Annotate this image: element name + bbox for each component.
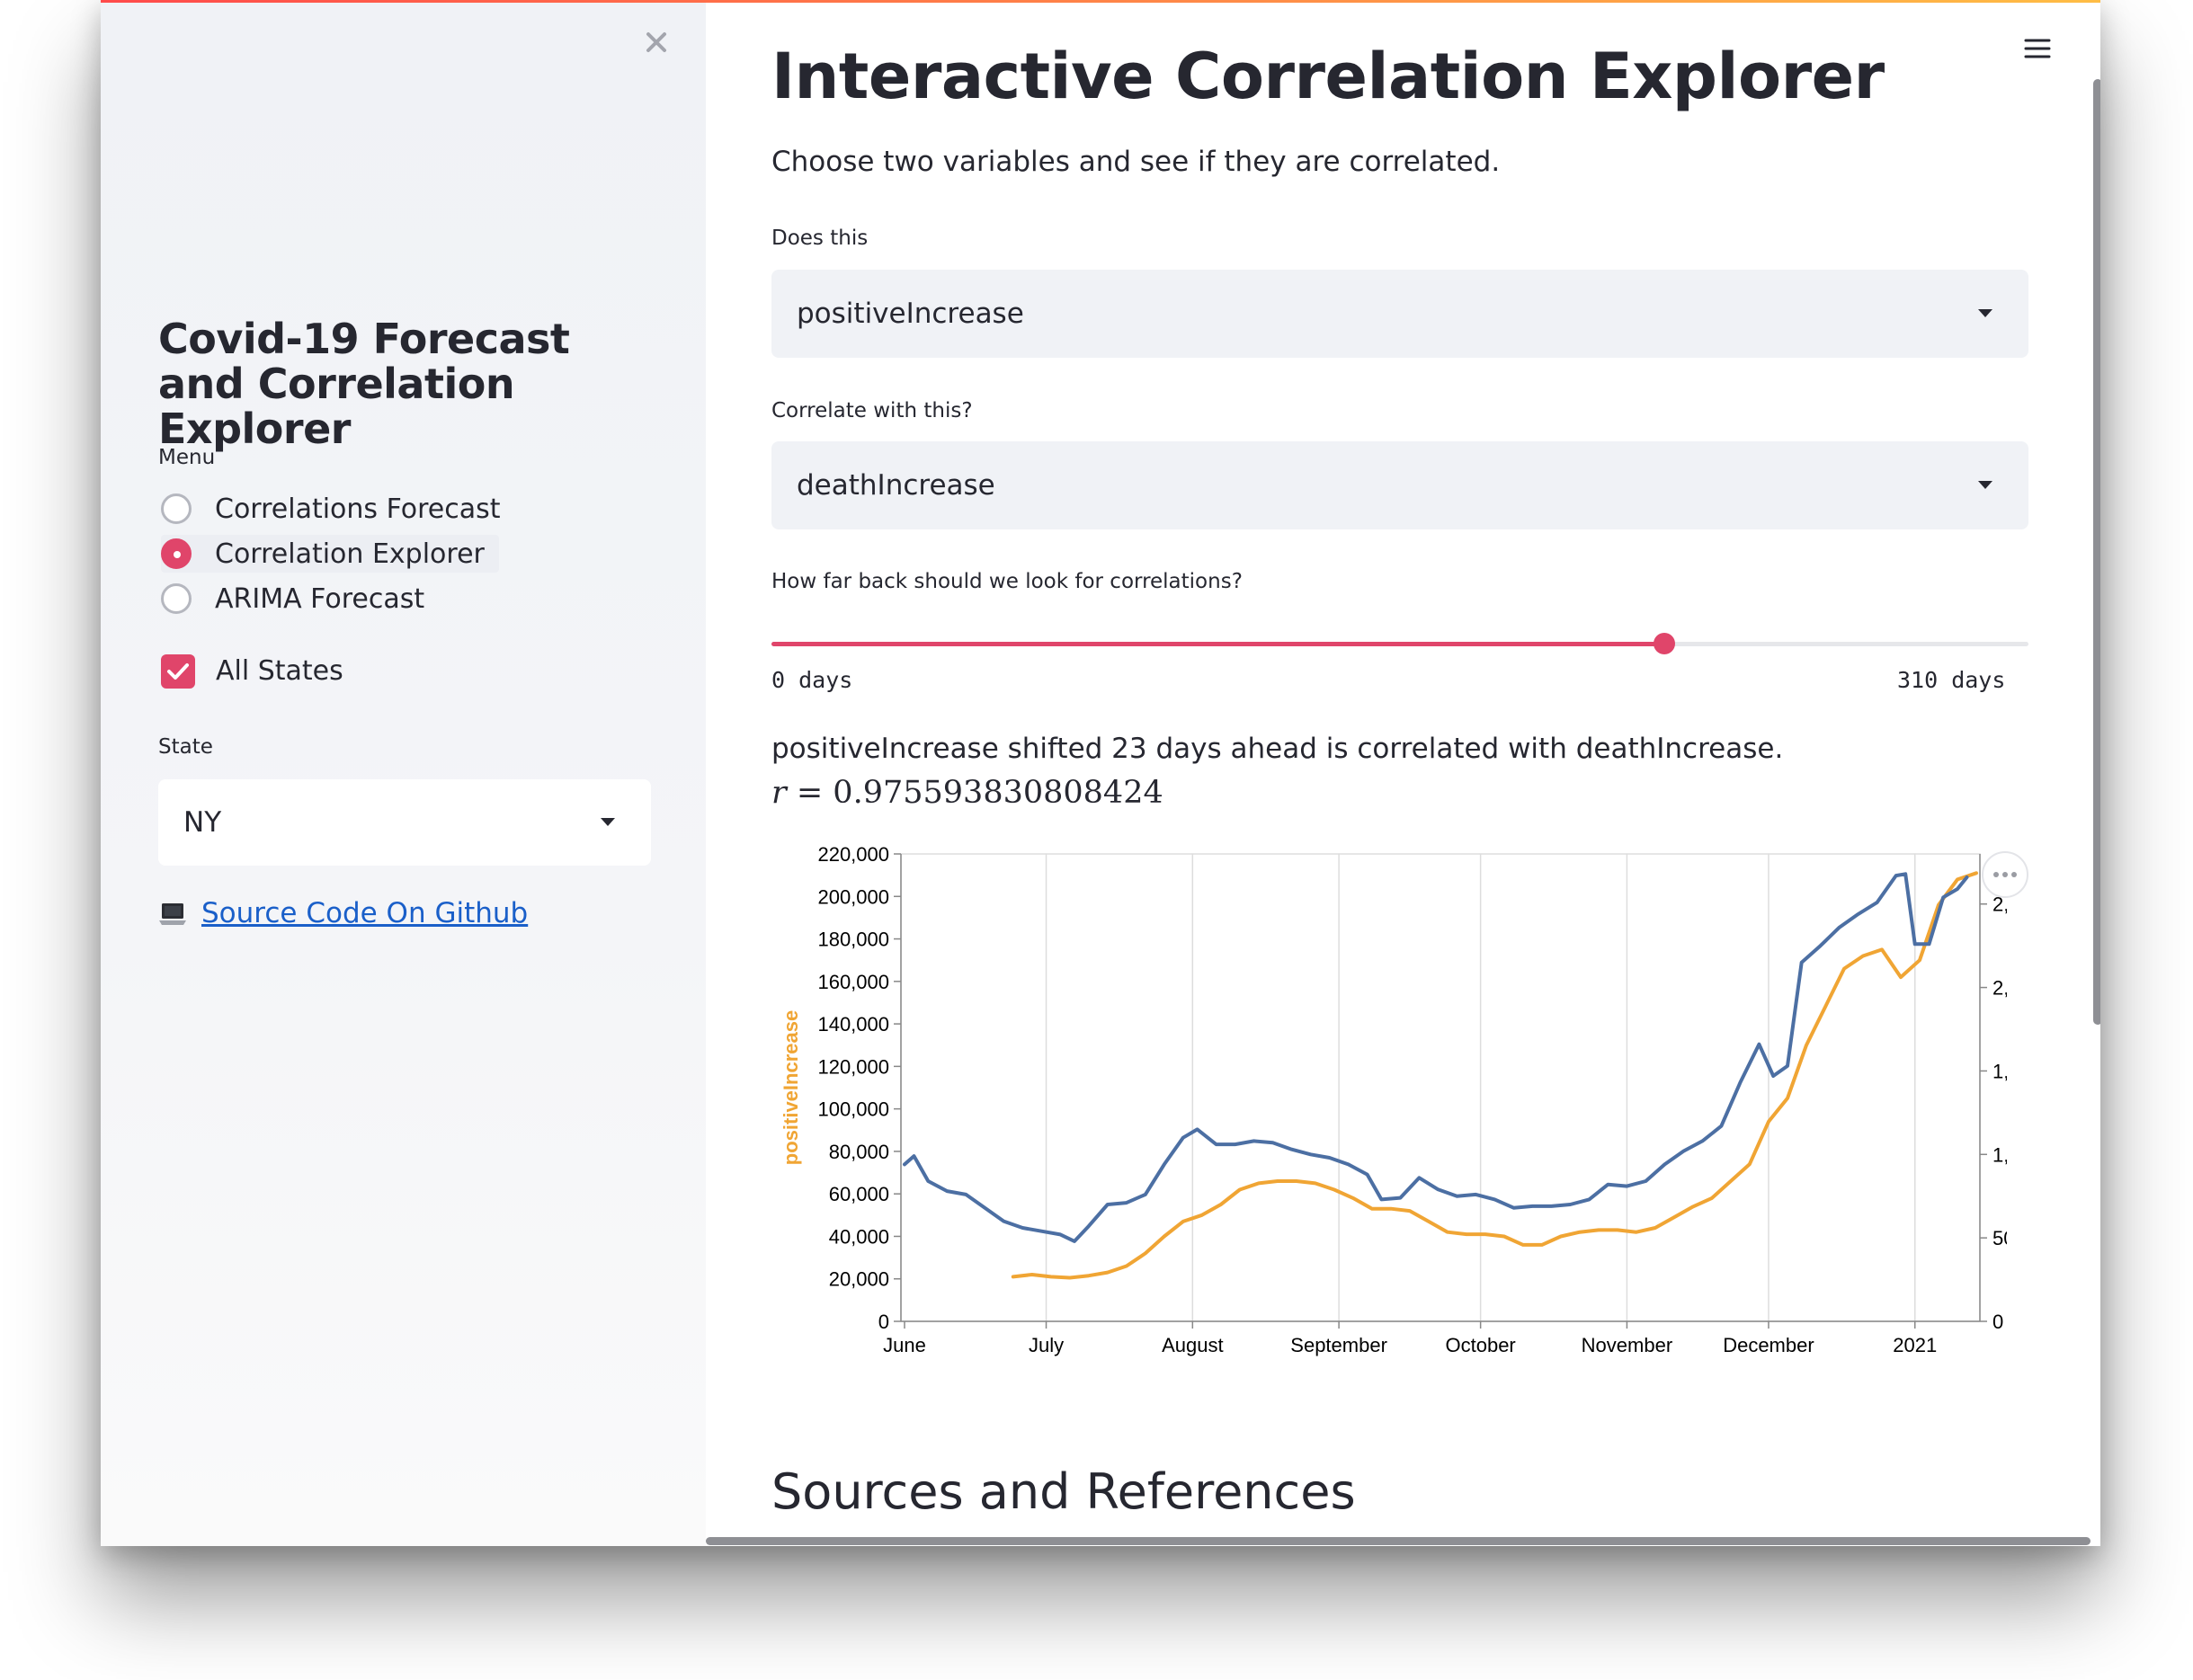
y-right-tick-label: 2,000 [1992, 977, 2007, 1000]
r-symbol: r [771, 775, 787, 811]
y-right-tick-label: 2,500 [1992, 893, 2007, 916]
x-tick-label: October [1446, 1334, 1516, 1356]
radio-label: ARIMA Forecast [215, 582, 425, 615]
x-tick-label: December [1723, 1334, 1814, 1356]
variable1-select[interactable]: positiveIncrease [771, 270, 2028, 358]
variable2-select-value: deathIncrease [797, 469, 995, 502]
y-left-tick-label: 0 [878, 1311, 889, 1333]
slider-fill [771, 642, 1664, 646]
slider-max-label: 310 days [1897, 667, 2006, 693]
more-horizontal-icon[interactable] [1980, 849, 2030, 900]
y-left-tick-label: 120,000 [817, 1055, 889, 1078]
series-line-positiveIncrease [1011, 871, 1978, 1280]
app-window: Covid-19 Forecast and Correlation Explor… [101, 0, 2100, 1546]
state-label: State [158, 735, 213, 759]
radio-label: Correlations Forecast [215, 493, 501, 525]
y-left-axis-label: positiveIncrease [780, 1010, 802, 1165]
hamburger-icon[interactable] [2021, 32, 2054, 65]
y-left-tick-label: 160,000 [817, 971, 889, 993]
radio-button-selected[interactable] [161, 538, 192, 569]
vertical-scrollbar[interactable] [2093, 79, 2100, 1025]
section-title-sources: Sources and References [771, 1463, 1356, 1520]
radio-label: Correlation Explorer [215, 538, 485, 570]
series-line-deathIncrease [903, 872, 1969, 1243]
y-left-tick-label: 200,000 [817, 885, 889, 908]
y-right-tick-label: 0 [1992, 1311, 2003, 1333]
variable1-label: Does this [771, 227, 869, 250]
y-left-tick-label: 220,000 [817, 843, 889, 866]
correlation-coefficient: r = 0.975593830808424 [771, 775, 1163, 811]
y-left-tick-label: 180,000 [817, 929, 889, 951]
correlation-chart: June July August September October November De… [780, 843, 2007, 1356]
x-tick-label: June [883, 1334, 926, 1356]
all-states-checkbox[interactable] [161, 654, 195, 689]
correlation-result-text: positiveIncrease shifted 23 days ahead i… [771, 733, 1784, 765]
caret-down-icon [1978, 309, 1992, 317]
laptop-icon [159, 903, 186, 925]
page-title: Interactive Correlation Explorer [771, 40, 1885, 113]
radio-arima-forecast[interactable]: ARIMA Forecast [161, 580, 424, 618]
page-subtitle: Choose two variables and see if they are… [771, 146, 1501, 178]
state-select-value: NY [183, 806, 222, 839]
x-tick-label: November [1582, 1334, 1672, 1356]
caret-down-icon [601, 818, 615, 826]
variable2-select[interactable]: deathIncrease [771, 441, 2028, 529]
plot-frame [900, 853, 1981, 1322]
close-icon[interactable] [641, 27, 672, 58]
state-select[interactable]: NY [158, 779, 651, 866]
radio-button[interactable] [161, 583, 192, 614]
radio-button[interactable] [161, 493, 192, 524]
slider-thumb[interactable] [1653, 633, 1675, 654]
x-tick-label: 2021 [1893, 1334, 1937, 1356]
radio-correlation-explorer[interactable]: Correlation Explorer [161, 535, 499, 573]
y-left-tick-label: 40,000 [829, 1225, 889, 1248]
x-tick-label: July [1029, 1334, 1064, 1356]
sidebar: Covid-19 Forecast and Correlation Explor… [101, 0, 706, 1546]
horizontal-scrollbar[interactable] [706, 1537, 2090, 1545]
caret-down-icon [1978, 481, 1992, 489]
y-left-tick-label: 60,000 [829, 1183, 889, 1205]
variable2-label: Correlate with this? [771, 399, 973, 422]
slider-label: How far back should we look for correlat… [771, 570, 1243, 593]
slider-min-label: 0 days [771, 667, 853, 693]
y-right-tick-label: 1,000 [1992, 1143, 2007, 1166]
variable1-select-value: positiveIncrease [797, 298, 1024, 330]
source-code-link[interactable]: Source Code On Github [201, 897, 529, 929]
top-decoration-bar [101, 0, 2100, 3]
lag-slider[interactable] [771, 633, 2028, 654]
all-states-label[interactable]: All States [216, 655, 343, 687]
y-left-tick-label: 80,000 [829, 1141, 889, 1163]
y-left-tick-label: 100,000 [817, 1098, 889, 1121]
y-left-tick-label: 20,000 [829, 1268, 889, 1291]
y-right-tick-label: 1,500 [1992, 1060, 2007, 1082]
sidebar-title: Covid-19 Forecast and Correlation Explor… [158, 315, 570, 453]
r-value: = 0.975593830808424 [786, 775, 1163, 811]
x-tick-label: August [1162, 1334, 1224, 1356]
y-right-tick-label: 500 [1992, 1227, 2007, 1249]
checkmark-icon [167, 663, 189, 680]
x-tick-label: September [1290, 1334, 1387, 1356]
radio-correlations-forecast[interactable]: Correlations Forecast [161, 490, 501, 528]
y-left-tick-label: 140,000 [817, 1013, 889, 1036]
menu-label: Menu [158, 446, 216, 469]
